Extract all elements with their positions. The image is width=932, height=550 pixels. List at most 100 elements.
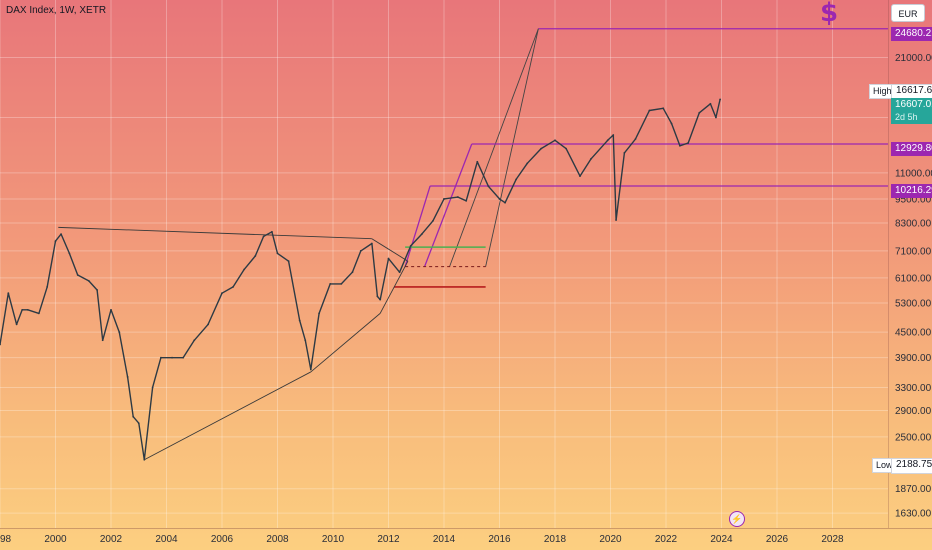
- y-tick-label: 4500.00: [895, 328, 932, 339]
- chart-title: DAX Index, 1W, XETR: [6, 5, 107, 16]
- price-point: [715, 116, 717, 119]
- y-tick-label: 11000.00: [895, 168, 932, 179]
- price-point: [359, 249, 362, 252]
- trend-line-bottom: [379, 260, 409, 314]
- trend-line-bottom: [144, 371, 312, 461]
- price-point: [329, 282, 332, 285]
- trend-line-bottom: [310, 313, 381, 373]
- price-point: [379, 298, 382, 301]
- drawing-overlays: [58, 28, 888, 461]
- price-point: [0, 343, 1, 346]
- last-price-value: 16607.01: [895, 99, 932, 110]
- projection-line: [449, 28, 539, 267]
- price-point: [387, 257, 390, 260]
- price-point: [398, 271, 401, 274]
- price-point: [76, 274, 79, 276]
- y-tick-label: 8300.00: [895, 219, 932, 230]
- y-tick-label: 1870.00: [895, 484, 932, 495]
- price-point: [37, 312, 40, 315]
- price-point: [526, 162, 529, 165]
- price-point: [409, 245, 412, 247]
- price-point: [254, 255, 257, 257]
- price-point: [7, 292, 10, 295]
- price-point: [309, 368, 312, 371]
- bar-countdown: 2d 5h: [895, 112, 918, 122]
- price-point: [143, 458, 146, 461]
- price-point: [370, 242, 373, 245]
- price-point: [60, 233, 62, 235]
- price-point: [687, 142, 690, 144]
- y-tick-label: 6100.00: [895, 273, 932, 284]
- currency-button[interactable]: EUR: [891, 4, 925, 22]
- x-tick-label: 2008: [266, 534, 289, 545]
- price-point: [456, 196, 459, 198]
- price-point: [634, 138, 637, 140]
- price-point: [221, 292, 223, 295]
- x-tick-label: 2004: [155, 534, 178, 545]
- price-point: [709, 102, 712, 105]
- x-tick-label: 1998: [0, 534, 12, 545]
- y-tick-label: 1630.00: [895, 509, 932, 520]
- price-point: [304, 339, 307, 342]
- y-tick-label: 5300.00: [895, 298, 932, 309]
- price-point: [232, 286, 235, 288]
- price-point: [46, 286, 49, 288]
- price-series: [0, 98, 722, 461]
- price-point: [554, 139, 556, 142]
- price-line: [0, 99, 721, 461]
- price-point: [432, 219, 434, 222]
- x-tick-label: 2026: [766, 534, 789, 545]
- price-point: [207, 323, 210, 326]
- price-point: [612, 134, 615, 136]
- price-point: [110, 308, 112, 311]
- y-tick-label: 3300.00: [895, 383, 932, 394]
- x-tick-label: 2014: [433, 534, 456, 545]
- trend-line-top: [58, 226, 372, 240]
- price-tag-level-2: 10216.29: [891, 184, 932, 198]
- price-point: [87, 279, 90, 282]
- price-point: [15, 323, 18, 326]
- price-point: [68, 252, 71, 255]
- price-point: [443, 198, 445, 200]
- price-point: [465, 199, 468, 202]
- x-axis: 1998 2000 2002 2004 2006 2008 2010 2012 2014 2016…: [0, 534, 844, 545]
- price-point: [670, 122, 673, 125]
- x-tick-label: 2020: [599, 534, 622, 545]
- price-point: [118, 331, 121, 334]
- price-point: [276, 252, 279, 255]
- x-tick-label: 2018: [544, 534, 567, 545]
- price-tag-level-1: 12929.80: [891, 142, 932, 156]
- price-point: [96, 289, 99, 291]
- price-point: [476, 160, 479, 163]
- dollar-icon[interactable]: $: [820, 0, 839, 28]
- price-point: [590, 157, 592, 160]
- price-point: [182, 356, 185, 359]
- lightning-icon[interactable]: ⚡: [729, 511, 745, 527]
- price-point: [340, 282, 343, 285]
- price-point: [515, 178, 518, 181]
- price-point: [287, 260, 290, 263]
- price-point: [132, 415, 135, 418]
- price-point: [137, 422, 140, 425]
- x-tick-label: 2016: [488, 534, 511, 545]
- price-point: [698, 111, 701, 114]
- x-tick-label: 2012: [377, 534, 400, 545]
- price-point: [171, 356, 173, 359]
- price-point: [420, 233, 423, 235]
- price-tag-low: 2188.75: [891, 458, 932, 474]
- price-point: [678, 144, 681, 147]
- y-tick-label: 2500.00: [895, 432, 932, 443]
- grid-lines: [0, 0, 888, 528]
- price-point: [243, 268, 246, 271]
- level-connector: [423, 143, 473, 267]
- price-tag-last: 16607.01 2d 5h: [891, 98, 932, 124]
- y-tick-label: 21000.00: [895, 53, 932, 64]
- x-tick-label: 2006: [211, 534, 234, 545]
- price-point: [376, 295, 379, 298]
- price-point: [662, 107, 665, 110]
- price-point: [262, 235, 265, 238]
- price-point: [487, 185, 490, 188]
- trend-line-top: [371, 238, 409, 262]
- price-point: [606, 139, 609, 142]
